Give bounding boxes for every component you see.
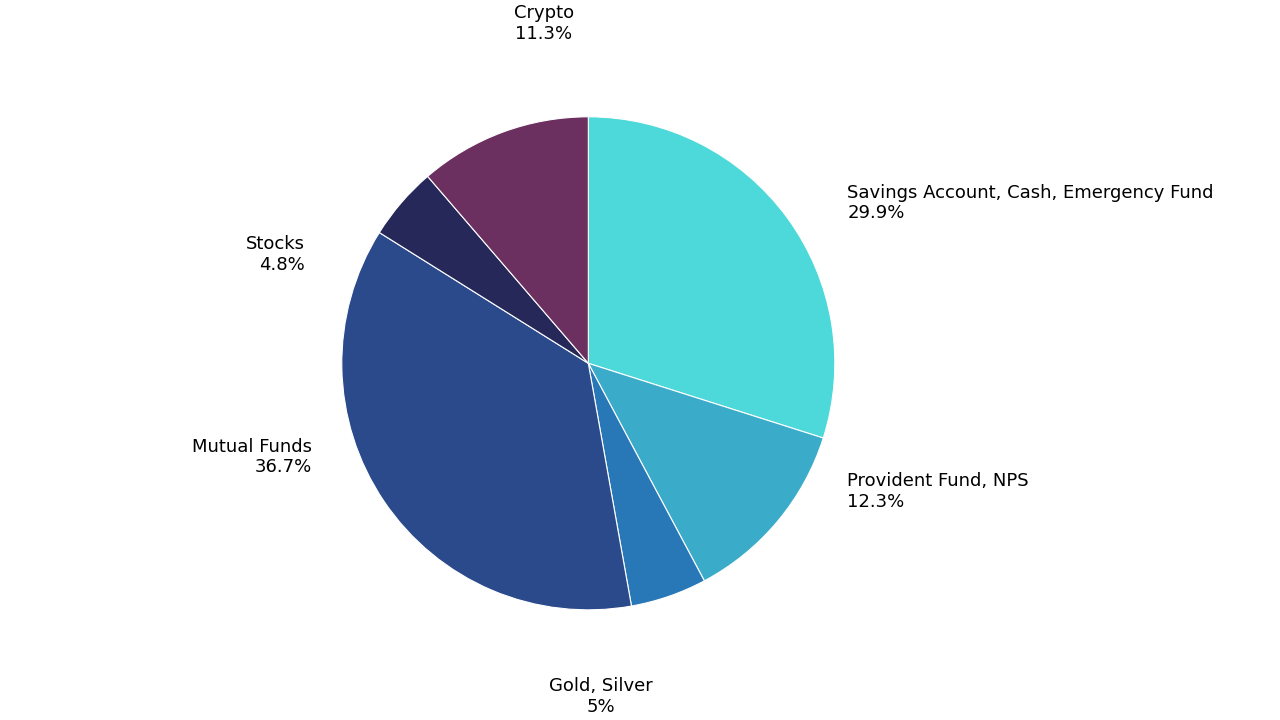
Text: Gold, Silver
5%: Gold, Silver 5% (549, 677, 653, 716)
Text: Crypto
11.3%: Crypto 11.3% (513, 4, 573, 42)
Text: Stocks
4.8%: Stocks 4.8% (246, 235, 305, 274)
Wedge shape (589, 364, 823, 581)
Text: Savings Account, Cash, Emergency Fund
29.9%: Savings Account, Cash, Emergency Fund 29… (847, 184, 1213, 222)
Wedge shape (342, 233, 631, 610)
Wedge shape (589, 117, 835, 438)
Text: Mutual Funds
36.7%: Mutual Funds 36.7% (192, 438, 312, 477)
Text: Provident Fund, NPS
12.3%: Provident Fund, NPS 12.3% (847, 472, 1029, 511)
Wedge shape (428, 117, 589, 364)
Wedge shape (589, 364, 704, 606)
Wedge shape (379, 176, 589, 364)
